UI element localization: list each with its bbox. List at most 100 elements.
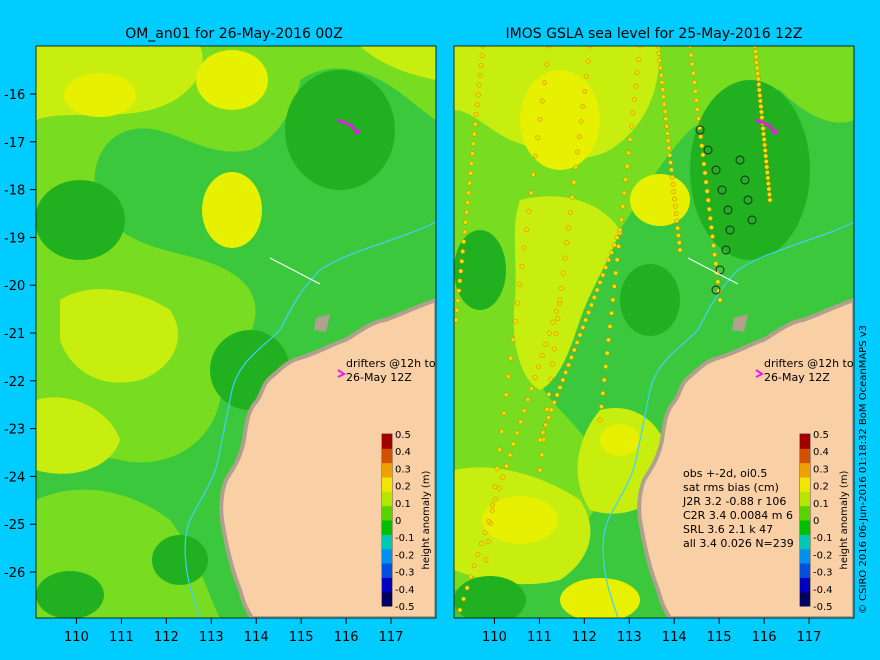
x-tick-label: 114 <box>244 630 269 645</box>
observation-marker <box>705 197 711 203</box>
colorbar-segment <box>382 505 392 521</box>
drifter-track <box>754 118 780 136</box>
anomaly-region <box>630 174 690 226</box>
observation-marker <box>725 225 735 235</box>
observation-marker <box>753 54 759 60</box>
observation-marker <box>614 235 620 240</box>
colorbar-segment <box>382 548 392 564</box>
observation-marker <box>571 179 577 185</box>
colorbar-tick-label: 0.4 <box>813 447 829 458</box>
y-tick-label: -25 <box>4 518 25 533</box>
observation-marker <box>457 278 463 284</box>
colorbar-segment <box>800 591 810 607</box>
observation-marker <box>671 189 677 195</box>
observation-marker <box>600 272 606 278</box>
observation-marker <box>499 429 505 434</box>
observation-marker <box>576 134 582 140</box>
observation-marker <box>583 317 589 323</box>
colorbar-segment <box>382 491 392 507</box>
x-tick-label: 111 <box>109 630 134 645</box>
observation-marker <box>569 355 574 360</box>
section-line <box>687 257 739 285</box>
observation-marker <box>475 552 481 558</box>
observation-marker <box>766 186 772 192</box>
observation-marker <box>539 452 545 458</box>
observation-marker <box>544 407 550 412</box>
island <box>314 314 330 332</box>
observation-marker <box>606 337 611 343</box>
observation-marker <box>696 116 701 121</box>
isobath-line <box>184 221 436 618</box>
observation-marker <box>464 585 470 591</box>
anomaly-region <box>690 80 810 260</box>
observation-marker <box>591 295 597 300</box>
observation-marker <box>600 390 606 396</box>
observation-marker <box>493 496 499 502</box>
observation-marker <box>665 131 670 136</box>
observation-marker <box>546 391 552 397</box>
island <box>732 314 748 332</box>
observation-marker <box>717 297 723 303</box>
anomaly-region <box>482 496 558 544</box>
observation-marker <box>717 185 727 195</box>
observation-marker <box>582 89 588 94</box>
observation-marker <box>703 179 709 185</box>
y-tick-label: -16 <box>4 88 25 103</box>
observation-marker <box>560 270 566 276</box>
observation-marker <box>606 257 611 263</box>
observation-marker <box>454 307 460 313</box>
observation-marker <box>756 87 762 93</box>
map-frame <box>35 45 437 619</box>
colorbar-segment <box>382 591 392 607</box>
observation-marker <box>660 87 666 93</box>
colorbar-tick-label: 0.2 <box>813 482 829 493</box>
satellite-tracks <box>454 46 773 613</box>
observation-marker <box>711 165 721 175</box>
colorbar-segment <box>800 577 810 593</box>
stats-line: sat rms bias (cm) <box>683 481 779 494</box>
observation-marker <box>662 109 668 114</box>
colorbar-segment <box>800 520 810 535</box>
anomaly-region <box>520 70 600 170</box>
observation-marker <box>479 541 484 546</box>
observation-marker <box>661 94 666 100</box>
anomaly-region <box>152 535 208 585</box>
observation-marker <box>690 70 696 76</box>
observation-marker <box>698 134 704 140</box>
observation-marker <box>668 160 673 165</box>
colorbar-segment <box>382 434 392 449</box>
observation-marker <box>563 370 569 375</box>
observation-marker <box>764 170 770 175</box>
observation-marker <box>569 195 575 200</box>
anomaly-region <box>513 196 620 390</box>
anomaly-region <box>196 50 268 110</box>
observation-marker <box>551 346 557 352</box>
colorbar-tick-label: -0.2 <box>813 550 833 561</box>
colorbar-tick-label: 0.3 <box>813 464 829 475</box>
colorbar-segment <box>800 462 810 478</box>
observation-marker <box>629 123 634 129</box>
colorbar-segment <box>382 448 392 464</box>
anomaly-region <box>60 289 179 383</box>
observation-marker <box>554 308 559 314</box>
observation-marker <box>514 430 520 436</box>
observation-marker <box>614 257 620 263</box>
observation-marker <box>763 159 769 164</box>
observation-marker <box>711 285 721 295</box>
observation-marker <box>637 46 643 49</box>
observation-marker <box>676 233 681 238</box>
observation-marker <box>454 317 459 323</box>
observation-marker <box>754 65 760 71</box>
observation-marker <box>669 174 675 180</box>
observation-marker <box>546 330 552 336</box>
stats-line: J2R 3.2 -0.88 r 106 <box>682 495 786 508</box>
observation-marker <box>535 135 541 141</box>
observation-marker <box>666 145 672 151</box>
observation-marker <box>554 392 560 398</box>
observation-marker <box>715 265 725 275</box>
observation-marker <box>470 141 476 147</box>
observation-marker <box>458 268 464 274</box>
observation-marker <box>542 80 547 86</box>
observation-marker <box>466 190 471 196</box>
colorbar-tick-label: -0.5 <box>395 602 415 613</box>
